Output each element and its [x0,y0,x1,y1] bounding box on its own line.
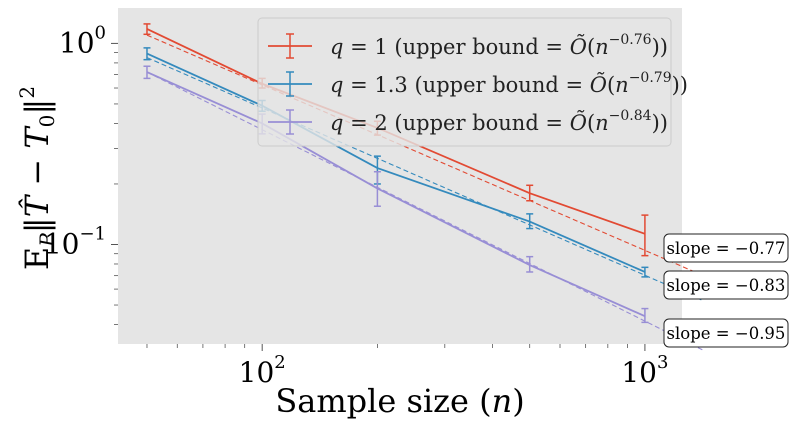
legend-entry: q = 1.3 (upper bound = Õ(n−0.79)) [268,70,688,97]
y-label-norm-open: ‖ [18,217,56,233]
x-axis-label-close: ) [512,382,524,420]
fit-line [146,57,703,301]
fit-line [146,34,703,276]
y-tick-exp: −1 [79,223,106,244]
legend-otilde: Õ [570,35,587,59]
legend-label: q = 1.3 (upper bound = Õ(n−0.79)) [330,70,688,97]
y-tick-label: 100 [59,22,106,59]
slope-label: slope = −0.95 [663,318,789,348]
slope-label-box [663,233,789,263]
legend-q-value: = 1 (upper bound = [343,35,569,59]
legend-close: )) [652,111,668,135]
x-tick-base: 10 [239,356,275,389]
y-label-minus: − [18,149,56,196]
slope-label-text: slope = −0.77 [667,239,786,258]
y-label-expectation: E [18,247,56,270]
minor-ticks [114,52,628,348]
slope-label: slope = −0.77 [663,233,789,263]
legend-paren: ( [607,73,615,97]
legend-q-var: q [330,35,343,59]
x-tick-exp: 3 [657,352,668,373]
legend-exponent: −0.76 [609,32,652,48]
legend: q = 1 (upper bound = Õ(n−0.76))q = 1.3 (… [257,17,688,147]
x-axis-label-var: n [492,382,513,420]
legend-paren: ( [587,35,595,59]
x-tick-base: 10 [621,356,657,389]
legend-box [257,17,672,147]
legend-paren: ( [587,111,595,135]
y-label-sub-0: 0 [35,115,59,128]
legend-q-var: q [330,111,343,135]
x-tick-labels: 102 103 [239,344,668,389]
legend-entry: q = 2 (upper bound = Õ(n−0.84)) [268,108,668,135]
y-label-square: 2 [15,86,39,99]
legend-n: n [595,35,609,59]
legend-close: )) [672,73,688,97]
slope-label-text: slope = −0.95 [667,324,786,343]
legend-entry: q = 1 (upper bound = Õ(n−0.76)) [268,32,668,59]
legend-n: n [615,73,629,97]
legend-label: q = 2 (upper bound = Õ(n−0.84)) [330,108,668,135]
x-tick-label: 102 [239,352,286,389]
x-axis-label: Sample size (n) [275,382,524,420]
slope-label-box [663,318,789,348]
legend-exponent: −0.84 [609,108,652,124]
legend-q-value: = 1.3 (upper bound = [343,73,589,97]
slope-label-text: slope = −0.83 [667,276,786,295]
legend-q-value: = 2 (upper bound = [343,111,569,135]
legend-otilde: Õ [590,73,607,97]
y-tick-base: 10 [59,26,95,59]
legend-exponent: −0.79 [629,70,672,86]
y-axis-label: EP‖T̂ − T0‖2 [15,86,59,270]
y-tick-label: 10−1 [44,223,106,260]
fit-lines [146,34,703,351]
svg-text:EP‖T̂ − T0‖2: EP‖T̂ − T0‖2 [15,86,59,270]
x-tick-label: 103 [621,352,668,389]
slope-labels: slope = −0.77 slope = −0.83 slope = −0.95 [663,233,789,348]
x-tick-exp: 2 [274,352,285,373]
legend-q-var: q [330,73,343,97]
y-label-that: T̂ [18,193,56,217]
legend-label: q = 1 (upper bound = Õ(n−0.76)) [330,32,668,59]
slope-label-box [663,270,789,300]
x-axis-label-text: Sample size ( [275,382,491,420]
legend-n: n [595,111,609,135]
legend-close: )) [652,35,668,59]
y-label-sub-p: P [35,233,59,248]
y-label-t: T [18,125,56,149]
legend-otilde: Õ [570,111,587,135]
y-tick-base: 10 [44,227,80,260]
slope-label: slope = −0.83 [663,270,789,300]
y-label-norm-close: ‖ [18,99,56,115]
y-tick-exp: 0 [95,22,106,43]
